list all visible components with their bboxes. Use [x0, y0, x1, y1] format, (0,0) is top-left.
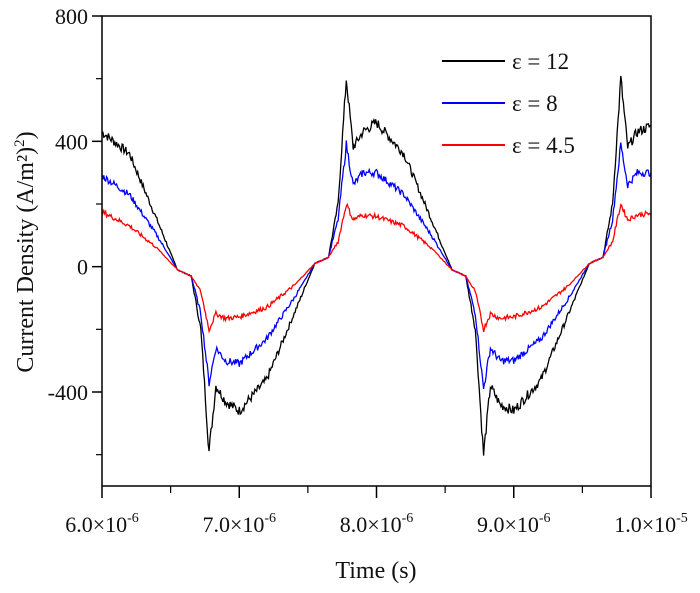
x-tick-label: 6.0×10-6 — [65, 511, 139, 537]
series-line-0 — [101, 75, 651, 456]
x-tick-label: 1.0×10-5 — [614, 511, 688, 537]
legend: ε = 12 ε = 8 ε = 4.5 — [442, 49, 575, 158]
y-tick-label: 400 — [55, 129, 88, 154]
y-axis-label-close: ) — [13, 131, 39, 139]
series-group — [101, 75, 652, 456]
x-tick-label: 8.0×10-6 — [340, 511, 414, 537]
series-line-2 — [101, 202, 652, 334]
legend-label: ε = 12 — [512, 49, 569, 74]
y-tick-label: -400 — [48, 380, 88, 405]
y-tick-label: 0 — [77, 255, 88, 280]
y-axis-label-text: Current Density (A/m²) — [13, 147, 39, 373]
axes: 6.0×10-6 7.0×10-6 8.0×10-6 9.0×10-6 1.0×10-5… — [48, 4, 688, 537]
x-tick-label: 7.0×10-6 — [202, 511, 276, 537]
x-tick-label: 9.0×10-6 — [477, 511, 551, 537]
plot-frame — [101, 15, 652, 487]
y-axis-label: Current Density (A/m²)2) — [12, 131, 39, 372]
y-tick-label: 800 — [55, 4, 88, 29]
x-axis-label: Time (s) — [335, 558, 416, 584]
legend-label: ε = 8 — [512, 91, 558, 116]
series-line-1 — [101, 140, 652, 389]
legend-label: ε = 4.5 — [512, 133, 575, 158]
y-axis-label-superscript: 2 — [12, 139, 28, 147]
